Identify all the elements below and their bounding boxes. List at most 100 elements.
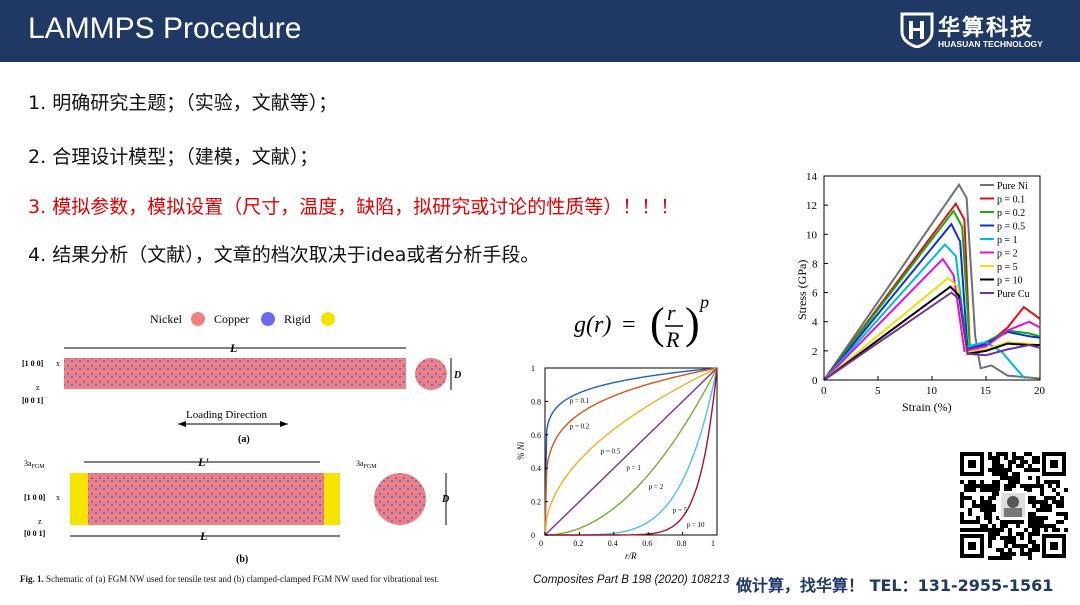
qr-module bbox=[1028, 548, 1032, 552]
loading-direction-label: Loading Direction bbox=[186, 409, 267, 421]
qr-module bbox=[984, 524, 988, 528]
qr-module bbox=[1000, 528, 1004, 532]
list-text: 模拟参数，模拟设置（尺寸，温度，缺陷，拟研究或讨论的性质等）！！！ bbox=[52, 196, 680, 218]
qr-module bbox=[972, 488, 976, 492]
right-x-tick-label: 10 bbox=[926, 385, 938, 397]
qr-module bbox=[1052, 524, 1056, 528]
qr-module bbox=[992, 528, 996, 532]
qr-module bbox=[1052, 496, 1056, 500]
qr-module bbox=[1028, 496, 1032, 500]
qr-module bbox=[988, 520, 992, 524]
legend-entry: p = 2 bbox=[997, 249, 1018, 260]
qr-module bbox=[1028, 524, 1032, 528]
qr-module bbox=[1040, 520, 1044, 524]
axis-x-a: x bbox=[56, 359, 60, 368]
qr-module bbox=[1044, 496, 1048, 500]
mid-y-tick-label: 0 bbox=[531, 531, 535, 540]
qr-module bbox=[1040, 492, 1044, 496]
ni-curve-p-10 bbox=[545, 367, 718, 536]
qr-module bbox=[988, 556, 992, 560]
qr-module bbox=[1008, 480, 1012, 484]
ni-curve-label: p = 5 bbox=[673, 507, 688, 515]
qr-module bbox=[1000, 552, 1004, 556]
right-y-tick-label: 6 bbox=[812, 288, 818, 300]
legend-rigid-dot bbox=[321, 312, 335, 326]
qr-module bbox=[980, 500, 984, 504]
qr-module bbox=[988, 488, 992, 492]
qr-module bbox=[1012, 460, 1016, 464]
legend-copper-label: Copper bbox=[214, 312, 249, 326]
qr-module bbox=[996, 488, 1000, 492]
qr-module bbox=[984, 504, 988, 508]
company-logo: 华算科技 HUASUAN TECHNOLOGY bbox=[898, 8, 1068, 54]
qr-module bbox=[1028, 520, 1032, 524]
qr-module bbox=[992, 504, 996, 508]
qr-module bbox=[1008, 488, 1012, 492]
right-y-tick-label: 12 bbox=[806, 200, 817, 212]
qr-module bbox=[996, 492, 1000, 496]
qr-module bbox=[1000, 472, 1004, 476]
qr-module bbox=[1020, 544, 1024, 548]
qr-module bbox=[1016, 472, 1020, 476]
qr-module bbox=[1008, 536, 1012, 540]
qr-module bbox=[1028, 476, 1032, 480]
qr-module bbox=[1028, 540, 1032, 544]
qr-module bbox=[1004, 552, 1008, 556]
right-chart-ylabel: Stress (GPa) bbox=[795, 260, 809, 320]
qr-module bbox=[1048, 508, 1052, 512]
qr-module bbox=[1008, 532, 1012, 536]
qr-module bbox=[972, 484, 976, 488]
qr-module bbox=[988, 528, 992, 532]
qr-module bbox=[1020, 532, 1024, 536]
list-text: 结果分析（文献），文章的档次取决于idea或者分析手段。 bbox=[52, 244, 540, 266]
qr-module bbox=[1000, 548, 1004, 552]
ni-fraction-chart: 0 0.2 0.4 0.6 0.8 100.20.40.60.81 p = 0.1p = … bbox=[516, 364, 718, 561]
qr-module bbox=[1032, 460, 1036, 464]
list-number: 4. bbox=[28, 244, 47, 266]
mid-chart-ylabel: % Ni bbox=[516, 441, 526, 460]
right-chart-series bbox=[823, 182, 1041, 381]
legend-entry: p = 0.1 bbox=[997, 195, 1025, 206]
qr-module bbox=[1024, 460, 1028, 464]
ni-curve-label: p = 0.2 bbox=[570, 423, 590, 431]
list-number: 1. bbox=[28, 92, 47, 114]
qr-module bbox=[1012, 476, 1016, 480]
qr-module bbox=[1028, 552, 1032, 556]
qr-module bbox=[992, 536, 996, 540]
qr-module bbox=[1036, 476, 1040, 480]
legend-entry: p = 1 bbox=[997, 235, 1018, 246]
qr-module bbox=[1024, 552, 1028, 556]
qr-module bbox=[1004, 556, 1008, 560]
qr-module bbox=[1048, 524, 1052, 528]
fgm-left-label: 3aFGM bbox=[24, 459, 45, 470]
qr-module bbox=[1020, 536, 1024, 540]
right-y-tick-label: 10 bbox=[806, 229, 818, 241]
mid-x-tick-label: 0.6 bbox=[642, 539, 652, 548]
mid-y-tick-label: 0.8 bbox=[531, 397, 541, 406]
qr-module bbox=[1024, 528, 1028, 532]
qr-module bbox=[1004, 456, 1008, 460]
ni-curve-p-2 bbox=[545, 367, 718, 536]
qr-module bbox=[1048, 504, 1052, 508]
qr-module bbox=[1056, 528, 1060, 532]
qr-module bbox=[1028, 556, 1032, 560]
list-text: 明确研究主题；（实验，文献等）； bbox=[52, 92, 338, 114]
caption-text: Schematic of (a) FGM NW used for tensile… bbox=[46, 574, 440, 584]
qr-module bbox=[1040, 488, 1044, 492]
loading-arrow-right-head bbox=[280, 421, 288, 427]
legend-entry: p = 0.2 bbox=[997, 208, 1025, 219]
qr-module bbox=[988, 496, 992, 500]
qr-module bbox=[1032, 532, 1036, 536]
fgm-left-value: 3a bbox=[24, 459, 32, 468]
qr-module bbox=[968, 496, 972, 500]
qr-module bbox=[1032, 540, 1036, 544]
qr-module bbox=[1004, 488, 1008, 492]
qr-module bbox=[1008, 520, 1012, 524]
qr-module bbox=[1032, 544, 1036, 548]
qr-module bbox=[1036, 500, 1040, 504]
mid-y-tick-label: 0.6 bbox=[531, 431, 541, 440]
qr-avatar-head bbox=[1007, 496, 1019, 508]
qr-avatar-body bbox=[1004, 508, 1022, 517]
qr-module bbox=[1000, 536, 1004, 540]
qr-module bbox=[980, 496, 984, 500]
